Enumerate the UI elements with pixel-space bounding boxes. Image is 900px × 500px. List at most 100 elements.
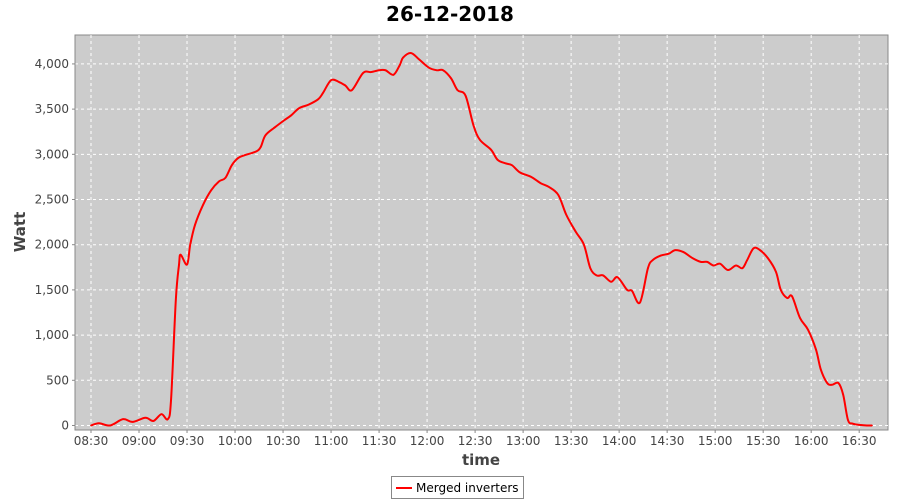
data-point <box>602 274 604 277</box>
data-point <box>399 64 401 66</box>
data-point <box>674 249 676 251</box>
data-point <box>589 267 592 270</box>
x-tick-label: 16:30 <box>842 434 877 448</box>
y-axis-label: Watt <box>11 212 29 252</box>
data-point <box>175 299 177 301</box>
data-point <box>274 126 276 128</box>
legend-label: Merged inverters <box>416 480 519 495</box>
x-tick-label: 12:00 <box>410 434 445 448</box>
data-point <box>519 171 521 174</box>
data-point <box>807 328 809 331</box>
y-tick-label: 2,500 <box>35 193 69 207</box>
data-point <box>682 251 684 253</box>
data-point <box>456 89 459 91</box>
data-point <box>224 177 227 179</box>
data-point <box>712 264 715 267</box>
data-point <box>539 182 542 185</box>
data-point <box>659 254 662 257</box>
legend: Merged inverters <box>391 476 524 499</box>
data-point <box>464 94 467 97</box>
data-point <box>194 224 196 226</box>
data-point <box>237 157 240 159</box>
data-point <box>610 280 612 283</box>
data-point <box>815 348 817 351</box>
chart-title: 26-12-2018 <box>386 2 514 26</box>
data-point <box>616 276 619 279</box>
data-point <box>189 243 192 246</box>
data-point <box>179 253 182 256</box>
data-point <box>338 81 340 83</box>
data-point <box>791 295 793 298</box>
data-point <box>98 422 100 425</box>
data-point <box>370 71 372 73</box>
data-point <box>152 420 155 422</box>
plot-area <box>74 34 889 431</box>
data-point <box>435 69 438 72</box>
data-point <box>741 267 744 270</box>
data-point <box>779 289 782 291</box>
data-point <box>639 301 641 304</box>
data-point <box>472 124 475 127</box>
series-layer <box>90 52 873 427</box>
data-point <box>344 84 347 87</box>
data-point <box>759 249 761 251</box>
data-point <box>362 72 364 74</box>
data-point <box>547 186 550 188</box>
data-point <box>330 79 332 81</box>
data-point <box>131 421 134 423</box>
data-point <box>859 424 862 426</box>
data-point <box>186 263 188 266</box>
x-tick-label: 13:00 <box>506 434 541 448</box>
y-tick-label: 3,500 <box>35 102 69 116</box>
data-point <box>202 204 204 206</box>
data-point <box>719 262 721 265</box>
y-tick-label: 3,000 <box>35 147 69 161</box>
data-point <box>418 58 420 61</box>
data-point <box>307 103 310 106</box>
data-point <box>847 419 849 421</box>
data-point <box>109 424 112 427</box>
data-point <box>290 114 292 117</box>
x-axis-label: time <box>462 451 500 469</box>
data-point <box>298 107 300 110</box>
x-tick-label: 11:00 <box>314 434 349 448</box>
x-tick-label: 15:30 <box>746 434 781 448</box>
x-tick-label: 15:00 <box>698 434 733 448</box>
data-point <box>871 424 873 427</box>
data-point <box>427 66 430 69</box>
data-point <box>727 269 729 271</box>
data-point <box>402 56 404 59</box>
data-point <box>626 289 628 291</box>
x-tick-label: 10:00 <box>218 434 253 448</box>
data-point <box>691 257 694 260</box>
y-tick-label: 1,500 <box>35 283 69 297</box>
data-point <box>122 418 124 420</box>
y-tick-label: 500 <box>46 373 69 387</box>
data-point <box>530 176 532 178</box>
data-point <box>651 259 654 261</box>
data-point <box>450 77 452 80</box>
data-point <box>496 158 499 161</box>
legend-swatch <box>396 486 412 489</box>
data-point <box>595 274 598 277</box>
x-tick-label: 09:00 <box>122 434 157 448</box>
data-point <box>218 180 220 183</box>
y-tick-label: 0 <box>61 418 69 432</box>
y-tick-label: 1,000 <box>35 328 69 342</box>
data-point <box>866 424 868 427</box>
x-tick-label: 10:30 <box>266 434 301 448</box>
data-point <box>144 416 147 419</box>
data-point <box>706 261 708 263</box>
data-point <box>504 162 507 165</box>
data-point <box>826 382 828 384</box>
data-point <box>575 231 577 233</box>
data-point <box>90 424 92 427</box>
data-point <box>786 297 788 299</box>
data-point <box>837 382 840 384</box>
data-point <box>384 69 387 72</box>
data-point <box>255 150 257 153</box>
data-point <box>842 393 844 396</box>
data-point <box>799 317 801 319</box>
data-point <box>442 69 444 72</box>
x-tick-label: 14:00 <box>602 434 637 448</box>
